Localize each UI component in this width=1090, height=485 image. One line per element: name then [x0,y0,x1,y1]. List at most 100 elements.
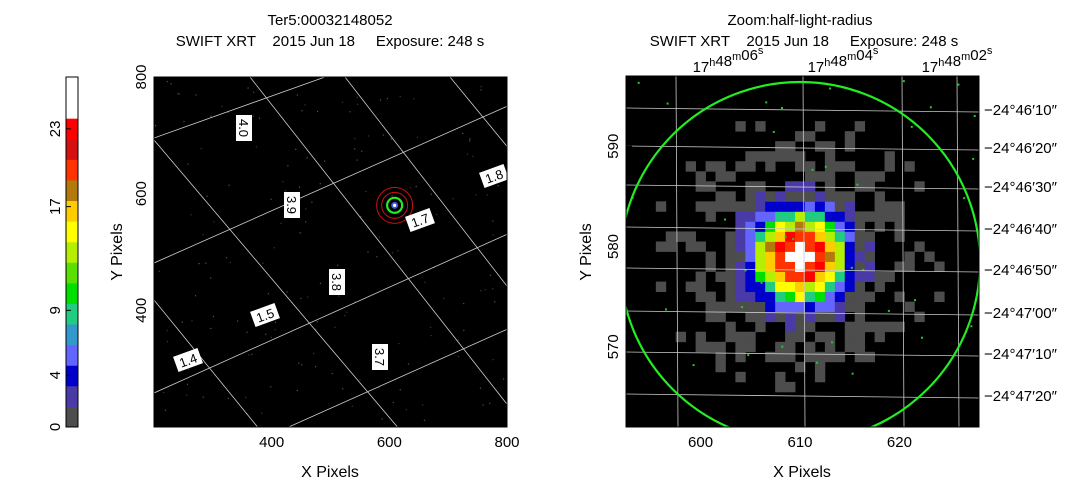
count-pixel [825,211,835,221]
count-pixel [815,352,825,362]
photon-dot [747,354,749,356]
count-pixel [835,191,845,201]
background-photon [417,137,418,138]
photon-dot [724,219,726,221]
count-pixel [745,201,755,211]
count-pixel [904,262,914,272]
count-pixel [696,272,706,282]
background-photon [320,183,321,184]
count-pixel [785,241,795,251]
background-photon [300,232,301,233]
y-tick-label: 800 [133,64,150,89]
photon-dot [856,184,858,186]
photon-dot [970,325,972,327]
background-photon [458,356,459,357]
background-photon [489,403,490,404]
count-pixel [914,312,924,322]
count-pixel [715,171,725,181]
background-photon [210,328,211,329]
background-photon [410,187,411,188]
background-photon [332,373,333,374]
colorbar-tick-label: 23 [47,121,64,138]
count-pixel [845,141,855,151]
count-pixel [855,231,865,241]
background-photon [480,89,481,90]
photon-dot [816,362,818,364]
colorbar-tick-label: 4 [47,371,64,379]
count-pixel [765,211,775,221]
background-photon [472,156,473,157]
count-pixel [815,292,825,302]
count-pixel [696,342,706,352]
background-photon [365,191,366,192]
count-pixel [885,272,895,282]
count-pixel [706,211,716,221]
photon-dot [851,267,853,269]
y-tick-label: 580 [605,234,622,259]
count-pixel [745,262,755,272]
count-pixel [904,161,914,171]
count-pixel [894,211,904,221]
y-tick-label: 590 [605,134,622,159]
photon-dot [903,80,905,82]
colorbar-swatch [66,386,78,407]
count-pixel [785,151,795,161]
count-pixel [745,282,755,292]
count-pixel [735,262,745,272]
count-pixel [745,312,755,322]
background-photon [195,94,196,95]
count-pixel [875,282,885,292]
count-pixel [706,252,716,262]
y-tick-label: 600 [133,181,150,206]
count-pixel [795,302,805,312]
background-photon [301,110,302,111]
count-pixel [835,302,845,312]
count-pixel [855,322,865,332]
count-pixel [785,201,795,211]
left-title: Ter5:00032148052 [267,12,392,29]
count-pixel [795,292,805,302]
colorbar-tick-label: 0 [47,423,64,431]
count-pixel [775,272,785,282]
count-pixel [815,332,825,342]
count-pixel [715,201,725,211]
count-pixel [775,302,785,312]
count-pixel [706,161,716,171]
background-photon [342,102,343,103]
count-pixel [696,332,706,342]
background-photon [475,194,476,195]
count-pixel [815,221,825,231]
colorbar-swatch [66,262,78,283]
colorbar-swatch [66,201,78,222]
background-photon [179,93,180,94]
count-pixel [855,121,865,131]
count-pixel [835,201,845,211]
background-photon [299,187,300,188]
count-pixel [815,231,825,241]
background-photon [270,386,271,387]
background-photon [431,335,432,336]
background-photon [354,138,355,139]
count-pixel [656,241,666,251]
count-pixel [805,161,815,171]
grid-label: 3.7 [372,344,388,370]
count-pixel [845,201,855,211]
count-pixel [745,272,755,282]
count-pixel [875,322,885,332]
background-photon [443,298,444,299]
count-pixel [725,272,735,282]
background-photon [307,157,308,158]
background-photon [191,214,192,215]
count-pixel [706,262,716,272]
background-photon [324,161,325,162]
count-pixel [865,292,875,302]
grid-label-text: 3.7 [372,348,387,366]
background-photon [352,406,353,407]
y-tick-label: 400 [133,298,150,323]
background-photon [210,277,211,278]
count-pixel [775,141,785,151]
background-photon [398,343,399,344]
count-pixel [855,292,865,302]
count-pixel [865,171,875,181]
count-pixel [855,171,865,181]
